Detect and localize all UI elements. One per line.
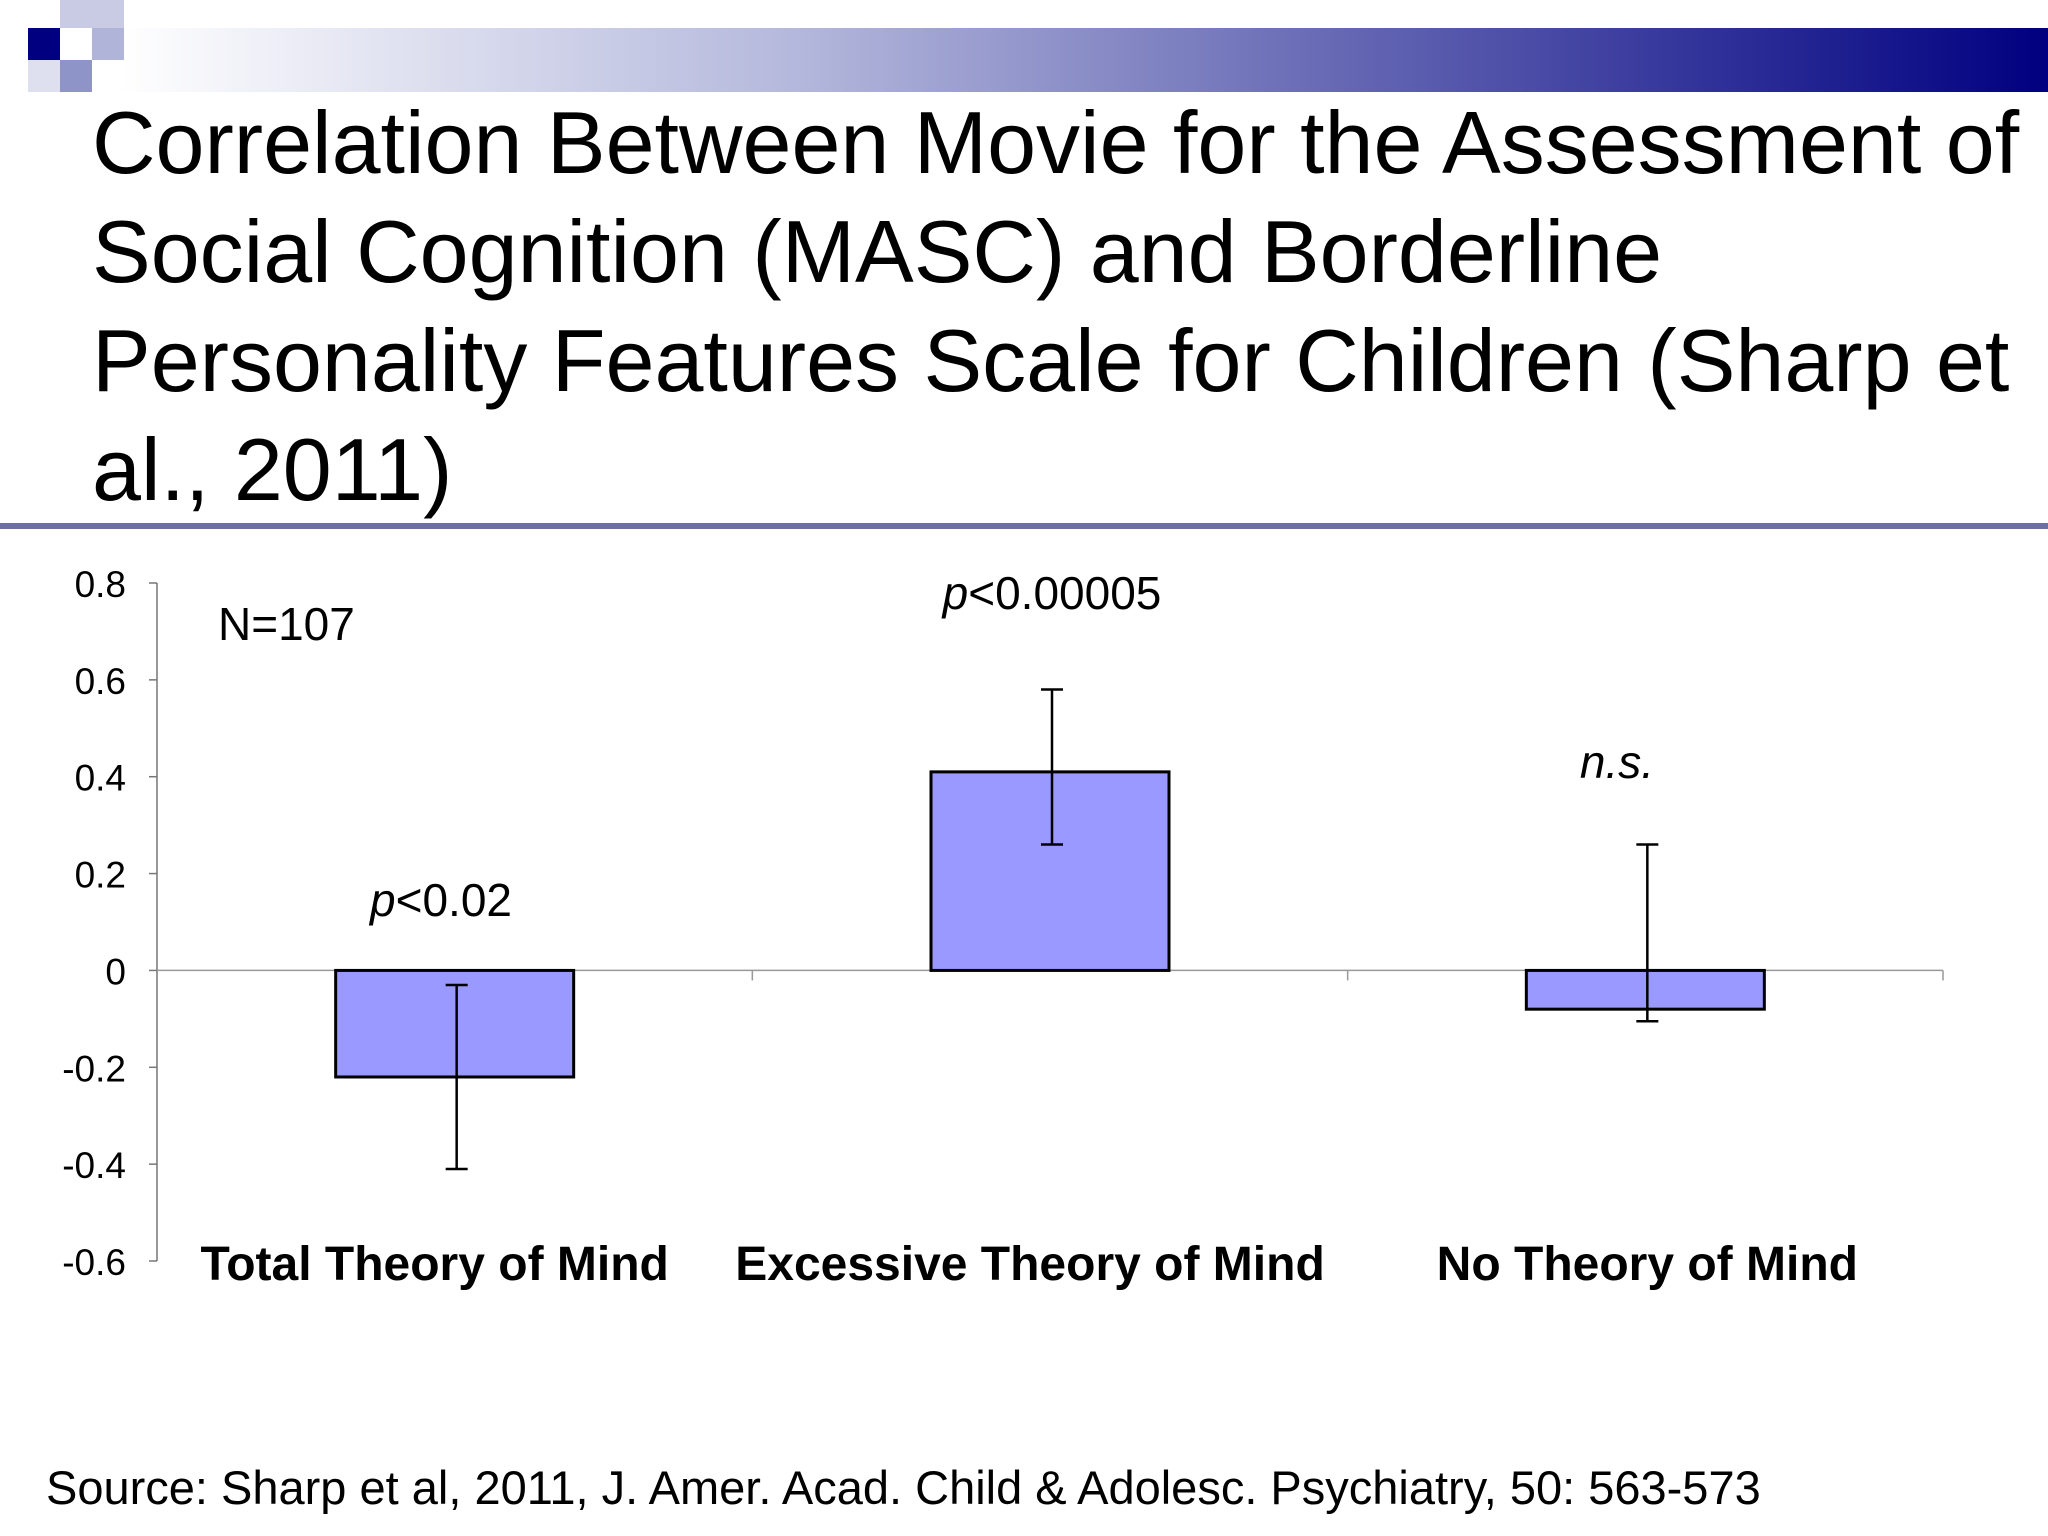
- p-value-annotation: p<0.00005: [941, 567, 1162, 619]
- y-tick-label: 0.4: [75, 758, 126, 799]
- p-value-annotation: n.s.: [1580, 736, 1654, 788]
- y-tick-label: 0.8: [75, 564, 126, 605]
- header-square: [60, 0, 92, 28]
- bar-chart: 0.8 0.6 0.4 0.2 0 -0.2 -0.4 -0.6 Total Theory of…: [62, 564, 1944, 1291]
- bar: [929, 770, 1171, 972]
- header-gradient-bar: [120, 28, 2048, 92]
- bar: [1524, 968, 1766, 1011]
- header-square: [60, 60, 92, 92]
- x-category-label: Total Theory of Mind: [200, 1238, 668, 1291]
- y-tick-label: 0.6: [75, 661, 126, 702]
- header-decoration: [28, 0, 2048, 92]
- y-tick-label: 0: [105, 951, 126, 992]
- y-tick-label: 0.2: [75, 855, 126, 896]
- y-tick-label: -0.4: [62, 1145, 126, 1186]
- header-square: [92, 0, 124, 28]
- p-value-annotation: p<0.02: [368, 874, 512, 926]
- slide-title: Correlation Between Movie for the Assess…: [92, 93, 2020, 519]
- y-tick-label: -0.6: [62, 1242, 126, 1283]
- y-tick-label: -0.2: [62, 1048, 126, 1089]
- source-citation: Source: Sharp et al, 2011, J. Amer. Acad…: [46, 1461, 1761, 1514]
- bar: [334, 968, 576, 1079]
- sample-size-annotation: N=107: [218, 598, 355, 650]
- x-category-label: No Theory of Mind: [1437, 1238, 1858, 1291]
- x-category-label: Excessive Theory of Mind: [735, 1238, 1325, 1291]
- header-square: [92, 28, 124, 60]
- title-divider: [0, 523, 2048, 529]
- header-square: [28, 28, 60, 60]
- header-square: [28, 60, 60, 92]
